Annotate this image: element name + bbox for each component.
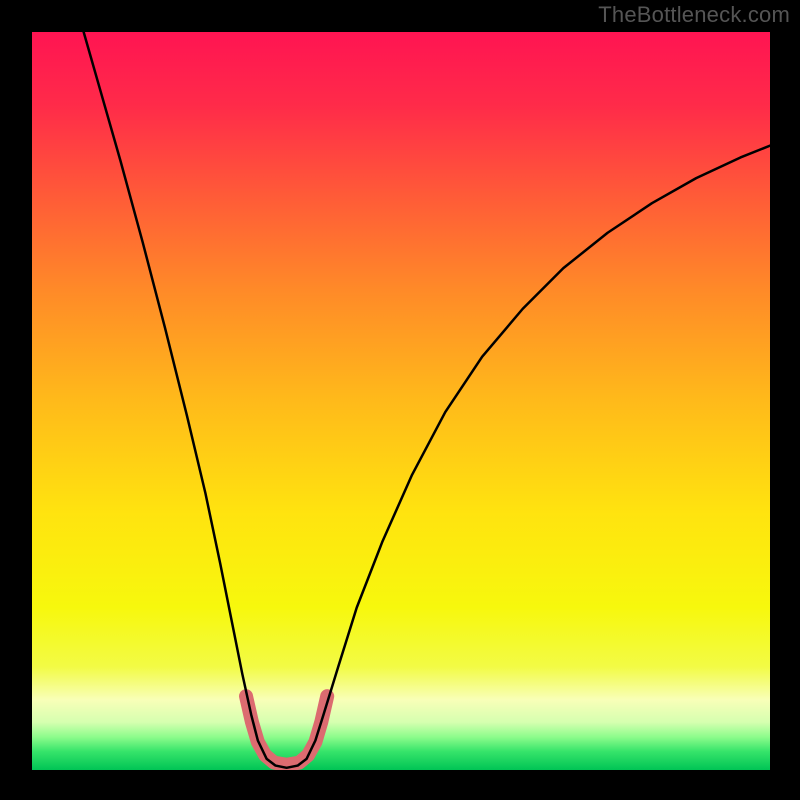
plot-area [32, 32, 770, 770]
watermark-text: TheBottleneck.com [598, 2, 790, 28]
chart-stage: TheBottleneck.com [0, 0, 800, 800]
plot-background [32, 32, 770, 770]
plot-svg [32, 32, 770, 770]
